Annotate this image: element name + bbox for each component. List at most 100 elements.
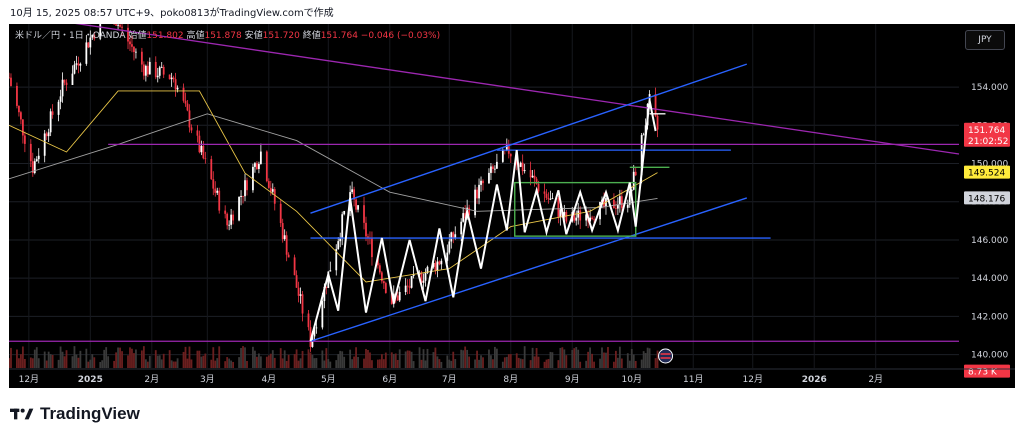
chart-panel[interactable]: 140.000142.000144.000146.000148.000150.0… xyxy=(9,24,1015,388)
volume-bar xyxy=(218,346,221,368)
candle-body xyxy=(634,171,637,176)
brand-name: TradingView xyxy=(40,404,140,423)
candle-body xyxy=(35,159,38,162)
volume-bar xyxy=(503,357,506,368)
candle-body xyxy=(256,163,258,169)
volume-bar xyxy=(61,351,64,368)
candle-body xyxy=(589,217,592,222)
candle-body xyxy=(224,210,227,214)
candle-body xyxy=(408,286,411,288)
volume-bar xyxy=(630,348,633,368)
volume-bar xyxy=(365,348,367,368)
candle-body xyxy=(341,214,344,238)
x-tick-label: 4月 xyxy=(261,374,276,385)
volume-bar xyxy=(230,360,233,368)
volume-bar xyxy=(392,353,395,368)
candle-body xyxy=(63,79,66,83)
ma-fast-line xyxy=(9,90,658,283)
x-tick-label: 10月 xyxy=(622,374,642,385)
volume-bar xyxy=(89,359,92,368)
candle-body xyxy=(43,133,46,156)
volume-bar xyxy=(432,352,435,368)
volume-bar xyxy=(190,359,193,368)
candle-body xyxy=(593,218,595,220)
candle-body xyxy=(79,63,82,66)
footer-brand: TradingView xyxy=(10,404,140,424)
volume-bar xyxy=(543,361,546,368)
volume-bar xyxy=(49,354,52,368)
x-tick-label: 5月 xyxy=(321,374,336,385)
candle-body xyxy=(61,79,64,97)
price-badge-label: 148.176 xyxy=(968,194,1005,204)
candle-body xyxy=(156,75,159,78)
volume-bar xyxy=(384,352,387,368)
volume-bar xyxy=(216,358,219,368)
volume-bar xyxy=(607,347,609,368)
candle-body xyxy=(551,198,554,199)
currency-button[interactable]: JPY xyxy=(965,30,1005,50)
volume-bar xyxy=(311,354,314,368)
volume-bar xyxy=(252,346,254,368)
volume-bar xyxy=(515,353,518,368)
candle-body xyxy=(410,276,413,288)
candle-body xyxy=(212,179,215,189)
y-tick-label: 146.000 xyxy=(971,236,1008,246)
candle-body xyxy=(378,265,381,273)
volume-bar xyxy=(176,358,179,368)
volume-bar xyxy=(265,356,268,368)
candle-body xyxy=(420,272,423,283)
candle-body xyxy=(154,61,157,78)
candle-body xyxy=(45,133,48,137)
volume-bar xyxy=(10,347,12,368)
candle-body xyxy=(490,166,492,173)
x-tick-label: 11月 xyxy=(683,374,703,385)
x-tick-label: 8月 xyxy=(503,374,518,385)
candle-body xyxy=(31,161,34,174)
volume-bar xyxy=(202,355,205,368)
candle-body xyxy=(390,292,393,305)
candle-body xyxy=(505,145,508,151)
candle-body xyxy=(144,65,147,76)
volume-bar xyxy=(466,349,469,368)
volume-bar xyxy=(299,358,302,368)
candle-body xyxy=(267,181,270,188)
candle-body xyxy=(202,145,205,159)
candle-body xyxy=(47,132,50,137)
volume-bar xyxy=(154,350,157,368)
candle-body xyxy=(246,180,248,191)
candle-body xyxy=(99,24,102,39)
candle-body xyxy=(424,273,427,281)
candle-body xyxy=(257,163,260,169)
x-tick-label: 7月 xyxy=(442,374,457,385)
candle-body xyxy=(214,188,217,193)
volume-bar xyxy=(565,355,568,368)
candle-body xyxy=(654,94,657,116)
candle-body xyxy=(521,162,524,172)
volume-bar xyxy=(113,360,116,368)
volume-bar xyxy=(353,356,355,368)
volume-bar xyxy=(436,356,439,368)
volume-bar xyxy=(47,351,50,368)
volume-bar xyxy=(575,347,578,368)
candle-body xyxy=(131,44,133,47)
volume-bar xyxy=(452,351,455,368)
candle-body xyxy=(37,155,40,160)
volume-bar xyxy=(545,359,548,368)
candle-body xyxy=(507,145,510,154)
candle-body xyxy=(426,266,429,274)
candle-body xyxy=(474,189,476,216)
channel-upper-line xyxy=(310,63,748,214)
candle-body xyxy=(73,64,76,74)
volume-bar xyxy=(271,350,274,368)
volume-bar xyxy=(257,353,260,368)
candle-body xyxy=(313,328,316,337)
volume-bar xyxy=(323,360,326,368)
legend-symbol[interactable]: 米ドル／円・1日・OANDA xyxy=(15,31,126,41)
candle-body xyxy=(464,213,467,219)
price-badge-label: 151.764 xyxy=(968,126,1005,136)
candle-body xyxy=(452,232,455,239)
candle-body xyxy=(293,257,296,276)
volume-bar xyxy=(121,351,123,368)
price-chart[interactable]: 140.000142.000144.000146.000148.000150.0… xyxy=(9,24,1015,388)
candle-body xyxy=(335,249,338,271)
